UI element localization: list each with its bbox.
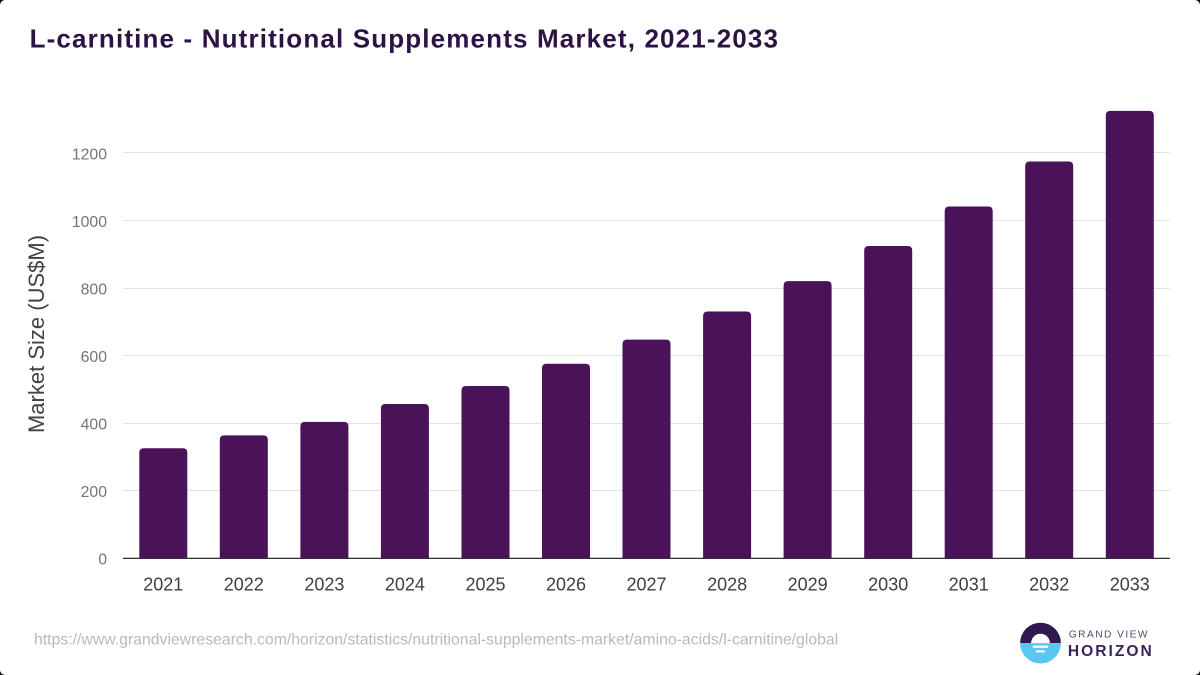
svg-text:2028: 2028: [707, 575, 747, 595]
svg-text:GRAND VIEW: GRAND VIEW: [1069, 630, 1149, 641]
svg-text:1000: 1000: [72, 214, 107, 231]
svg-text:2032: 2032: [1029, 575, 1069, 595]
svg-text:2026: 2026: [546, 575, 586, 595]
svg-text:2030: 2030: [868, 575, 908, 595]
svg-text:2024: 2024: [385, 575, 425, 595]
svg-text:https://www.grandviewresearch.: https://www.grandviewresearch.com/horizo…: [34, 632, 838, 649]
svg-text:400: 400: [81, 416, 108, 433]
svg-text:L-carnitine - Nutritional Supp: L-carnitine - Nutritional Supplements Ma…: [30, 23, 780, 53]
svg-text:800: 800: [81, 281, 108, 298]
svg-text:0: 0: [98, 552, 107, 569]
svg-text:2029: 2029: [788, 575, 828, 595]
svg-text:600: 600: [81, 349, 108, 366]
svg-text:2031: 2031: [949, 575, 989, 595]
svg-text:2033: 2033: [1110, 575, 1150, 595]
svg-text:1200: 1200: [72, 146, 107, 163]
svg-text:2025: 2025: [465, 575, 505, 595]
svg-text:Market Size (US$M): Market Size (US$M): [24, 235, 49, 433]
svg-text:2021: 2021: [143, 575, 183, 595]
svg-text:2022: 2022: [224, 575, 264, 595]
svg-text:2023: 2023: [304, 575, 344, 595]
svg-text:HORIZON: HORIZON: [1068, 643, 1154, 660]
svg-text:200: 200: [81, 484, 108, 501]
svg-text:2027: 2027: [626, 575, 666, 595]
